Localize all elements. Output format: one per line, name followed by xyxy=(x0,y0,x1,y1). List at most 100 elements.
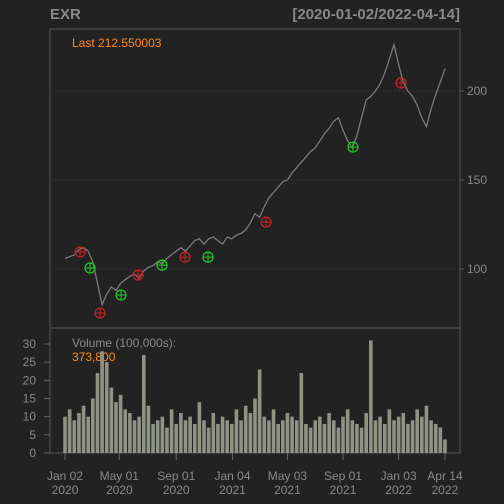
x-tick-year: 2022 xyxy=(385,483,412,497)
chart-subtitle: [2020-01-02/2022-04-14] xyxy=(292,6,460,23)
x-tick-year: 2020 xyxy=(106,483,133,497)
x-tick-year: 2020 xyxy=(52,483,79,497)
volume-bar xyxy=(345,409,350,453)
y-tick-label: 150 xyxy=(467,173,487,187)
x-tick-label: Sep 01 xyxy=(324,469,362,483)
signal-marker xyxy=(179,251,191,263)
volume-title: Volume (100,000s): xyxy=(72,336,176,350)
volume-bar xyxy=(424,405,429,453)
volume-bar xyxy=(331,420,336,453)
volume-bar xyxy=(100,351,104,453)
volume-bar xyxy=(299,373,304,453)
volume-bar xyxy=(192,423,197,453)
volume-bar xyxy=(318,416,322,453)
volume-bar xyxy=(220,416,225,453)
volume-bar xyxy=(364,413,369,453)
x-tick-label: Sep 01 xyxy=(157,469,195,483)
x-tick-year: 2021 xyxy=(219,483,246,497)
volume-bar xyxy=(188,416,192,453)
y-tick-label: 200 xyxy=(467,84,487,98)
volume-bar xyxy=(382,423,387,453)
volume-bar xyxy=(179,413,183,453)
volume-bar xyxy=(322,423,327,453)
volume-bar xyxy=(433,423,438,453)
volume-bar xyxy=(155,420,160,453)
volume-bar xyxy=(206,427,211,453)
x-tick-label: Jan 04 xyxy=(214,469,250,483)
y-tick-label: 15 xyxy=(23,391,37,405)
volume-bar xyxy=(202,420,206,453)
volume-bar xyxy=(91,398,95,453)
volume-bar xyxy=(72,420,77,453)
volume-bar xyxy=(132,420,137,453)
y-tick-label: 30 xyxy=(23,337,37,351)
volume-bar xyxy=(429,420,433,453)
volume-bar xyxy=(276,423,280,453)
volume-bar xyxy=(239,420,243,453)
volume-bar xyxy=(86,416,90,453)
volume-bar xyxy=(114,402,118,453)
volume-bar xyxy=(313,420,318,453)
y-tick-label: 25 xyxy=(23,355,37,369)
volume-bar xyxy=(225,420,229,453)
volume-bar xyxy=(396,416,401,453)
x-tick-year: 2021 xyxy=(274,483,301,497)
y-tick-label: 100 xyxy=(467,262,487,276)
volume-bar xyxy=(243,405,248,453)
volume-bar xyxy=(350,420,355,453)
volume-bar xyxy=(169,409,174,453)
volume-bar xyxy=(262,416,267,453)
volume-bar xyxy=(197,402,202,453)
volume-bar xyxy=(137,416,141,453)
volume-bar xyxy=(253,398,257,453)
last-annotation: Last 212.550003 xyxy=(72,36,162,50)
volume-bar xyxy=(406,423,410,453)
volume-bar xyxy=(392,420,396,453)
volume-annotation: 373,800 xyxy=(72,350,116,364)
volume-bar xyxy=(415,409,419,453)
chart-title: EXR xyxy=(50,6,81,23)
volume-bar xyxy=(267,420,271,453)
volume-bar xyxy=(369,340,373,453)
volume-bar xyxy=(211,413,216,453)
volume-bar xyxy=(216,423,220,453)
volume-bar xyxy=(285,413,290,453)
volume-bar xyxy=(141,354,146,453)
signal-marker xyxy=(156,259,168,271)
volume-bar xyxy=(443,439,447,453)
signal-marker xyxy=(395,77,407,89)
volume-bar xyxy=(81,405,86,453)
volume-bar xyxy=(281,420,285,453)
volume-bar xyxy=(151,423,155,453)
volume-bar xyxy=(336,427,341,453)
volume-bar xyxy=(304,423,308,453)
volume-bar xyxy=(248,413,253,453)
volume-bar xyxy=(294,420,299,453)
volume-bar xyxy=(257,369,262,453)
volume-bar xyxy=(378,416,382,453)
volume-bar xyxy=(438,427,443,453)
plot-frame xyxy=(49,28,461,454)
volume-bar xyxy=(290,416,294,453)
volume-bar xyxy=(165,427,169,453)
volume-bar xyxy=(327,413,331,453)
volume-bar xyxy=(160,416,165,453)
signal-marker xyxy=(74,246,86,258)
volume-bar xyxy=(234,409,239,453)
x-tick-year: 2022 xyxy=(432,483,459,497)
volume-bar xyxy=(77,413,81,453)
price-line xyxy=(64,42,446,307)
volume-bar xyxy=(341,416,345,453)
signal-marker xyxy=(202,251,214,263)
x-tick-label: Jan 02 xyxy=(47,469,83,483)
x-tick-year: 2020 xyxy=(163,483,190,497)
volume-bar xyxy=(308,427,313,453)
volume-bar xyxy=(359,427,364,453)
volume-bar xyxy=(174,423,179,453)
volume-bar xyxy=(146,405,151,453)
volume-bar xyxy=(128,413,132,453)
volume-bar xyxy=(63,416,67,453)
volume-bar xyxy=(373,420,378,453)
signal-marker xyxy=(132,269,144,281)
